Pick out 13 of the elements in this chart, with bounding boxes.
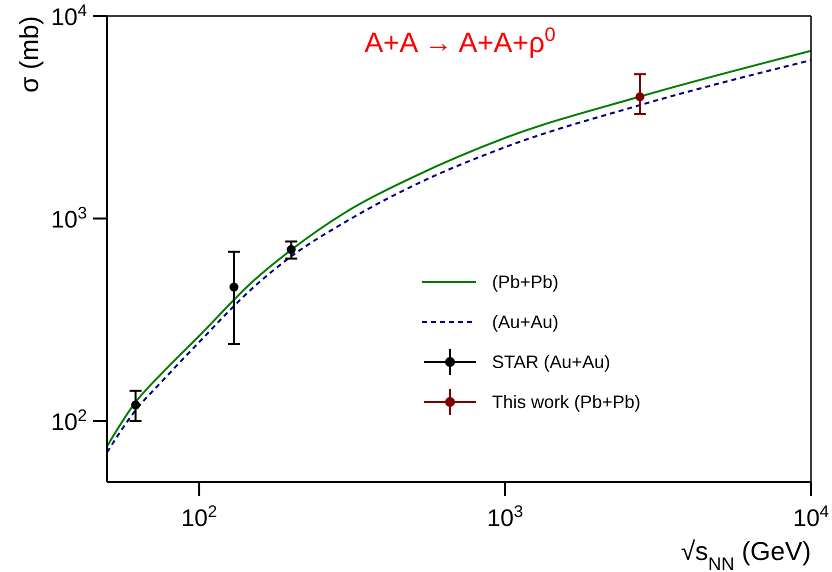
y-axis-title: σ (mb) — [14, 16, 44, 93]
legend-label: STAR (Au+Au) — [492, 352, 610, 372]
x-tick-label: 10$^{2}$ — [181, 502, 218, 532]
y-tick-label: 10$^{2}$ — [50, 406, 87, 436]
legend-label: This work (Pb+Pb) — [492, 392, 641, 412]
chart-title: A+A → A+A+ρ$^{0}$ — [364, 24, 556, 58]
y-tick-label: 10$^{4}$ — [50, 0, 87, 31]
x-tick-label: 10$^{4}$ — [792, 502, 830, 532]
y-tick-label: 10$^{3}$ — [50, 203, 87, 234]
legend-label: (Au+Au) — [492, 312, 559, 332]
x-tick-label: 10$^{3}$ — [487, 502, 524, 532]
x-axis-title: √s$_{NN}$ (GeV) — [680, 536, 811, 572]
legend-label: (Pb+Pb) — [492, 272, 559, 292]
